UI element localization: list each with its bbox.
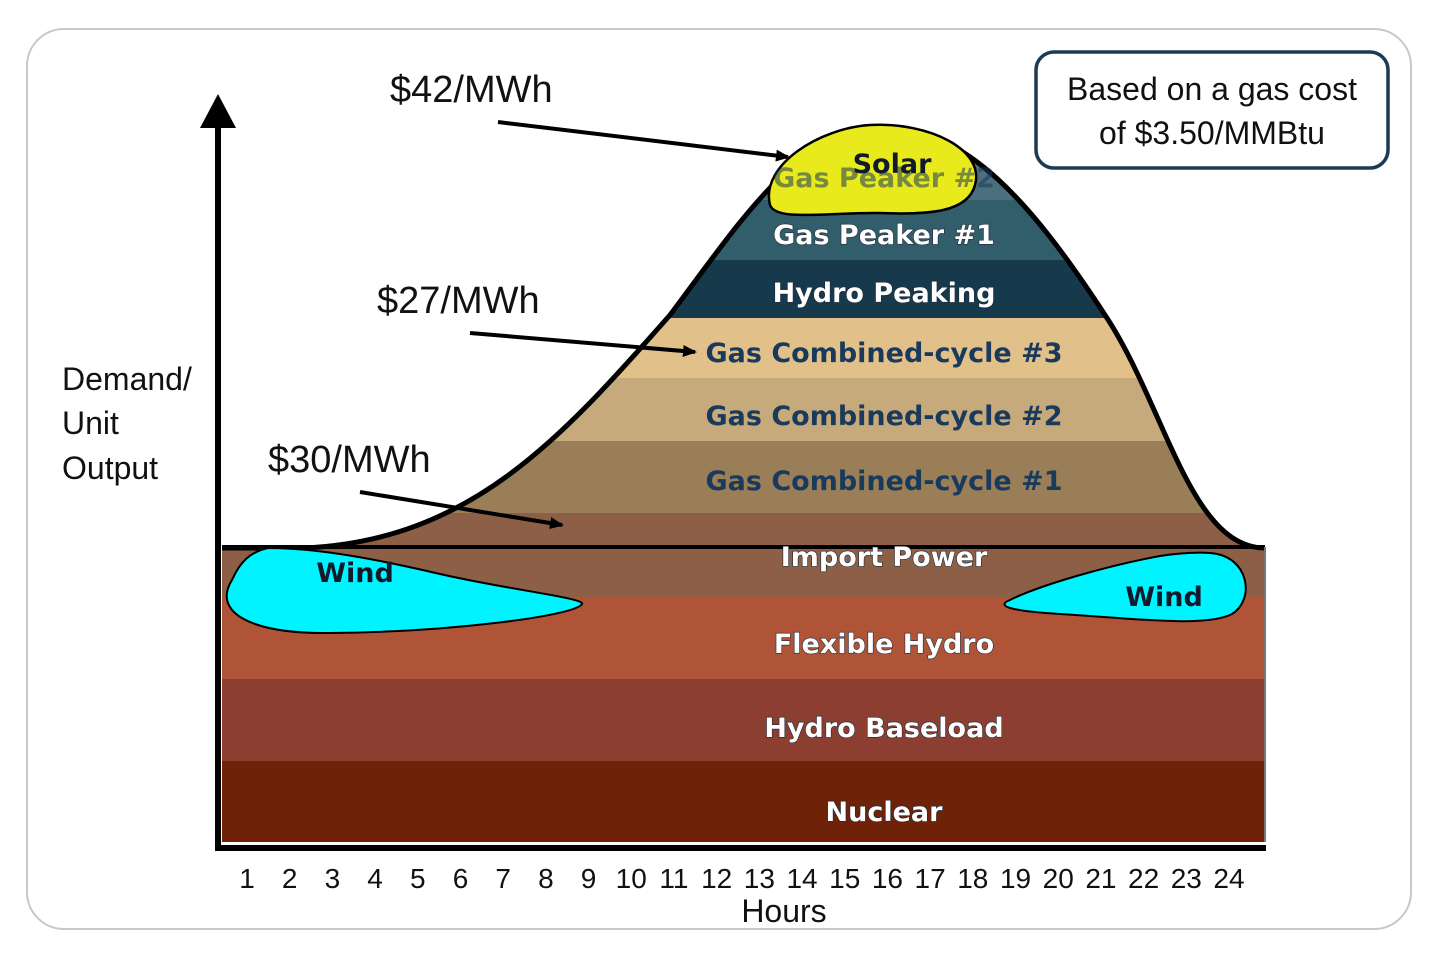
layer-label-gas-cc-1: Gas Combined-cycle #1: [706, 466, 1063, 497]
x-tick-label: 9: [581, 863, 597, 894]
x-tick-label: 17: [915, 863, 946, 894]
y-axis-title-line-3: Output: [62, 450, 158, 486]
price-arrow-peak: [497, 120, 790, 162]
x-tick-label: 4: [367, 863, 383, 894]
x-tick-label: 7: [495, 863, 511, 894]
layer-label-nuclear: Nuclear: [826, 797, 944, 828]
x-tick-label: 6: [453, 863, 469, 894]
solar-blob: [767, 123, 978, 217]
x-tick-label: 16: [872, 863, 903, 894]
x-tick-label: 8: [538, 863, 554, 894]
x-tick-label: 2: [282, 863, 298, 894]
x-tick-label: 19: [1000, 863, 1031, 894]
x-tick-label: 23: [1171, 863, 1202, 894]
x-tick-label: 10: [616, 863, 647, 894]
layer-gas-peaker-1-band: [222, 200, 1265, 260]
x-tick-label: 22: [1128, 863, 1159, 894]
layer-nuclear-band: [222, 761, 1265, 842]
layer-label-import-power: Import Power: [781, 542, 988, 573]
x-tick-label: 18: [957, 863, 988, 894]
x-tick-label: 24: [1213, 863, 1244, 894]
layer-label-hydro-baseload: Hydro Baseload: [764, 713, 1003, 744]
x-tick-label: 1: [239, 863, 255, 894]
wind-left-label: Wind: [316, 558, 394, 589]
y-axis-arrow: [200, 94, 236, 128]
note-line-2: of $3.50/MMBtu: [1099, 115, 1325, 151]
layer-label-gas-cc-3: Gas Combined-cycle #3: [706, 338, 1063, 369]
layer-label-hydro-peaking: Hydro Peaking: [773, 278, 996, 309]
layer-hydro-peaking-band: [222, 260, 1265, 318]
x-tick-label: 21: [1085, 863, 1116, 894]
x-axis-title: Hours: [741, 893, 826, 929]
y-axis-title-line-1: Demand/: [62, 361, 192, 397]
wind-right-blob: [1003, 551, 1247, 623]
wind-left-blob: [225, 546, 584, 635]
x-tick-label: 3: [325, 863, 341, 894]
x-axis-ticks: 1 2 3 4 5 6 7 8 9 10 11 12 13 14 15 16 17 18 19 20 21 22 23 24: [239, 863, 1244, 894]
price-annotation-mid: $27/MWh: [377, 280, 540, 322]
y-axis-title-line-2: Unit: [62, 405, 119, 441]
solar-label: Solar: [853, 149, 932, 180]
price-arrow-mid: [469, 331, 697, 357]
layer-label-gas-peaker-2: Gas Peaker #2: [773, 163, 995, 194]
price-arrow-low: [359, 490, 564, 529]
layer-label-flexible-hydro: Flexible Hydro: [774, 629, 994, 660]
x-tick-label: 15: [829, 863, 860, 894]
layer-label-gas-cc-2: Gas Combined-cycle #2: [706, 401, 1063, 432]
layer-hydro-baseload-band: [222, 679, 1265, 761]
x-tick-label: 11: [659, 863, 688, 894]
note-box: [1034, 50, 1390, 170]
price-annotation-peak: $42/MWh: [390, 69, 553, 111]
x-tick-label: 13: [744, 863, 775, 894]
x-tick-label: 12: [701, 863, 732, 894]
price-annotation-low: $30/MWh: [268, 439, 431, 481]
x-tick-label: 5: [410, 863, 426, 894]
x-tick-label: 14: [786, 863, 817, 894]
x-tick-label: 20: [1043, 863, 1074, 894]
wind-right-label: Wind: [1125, 582, 1203, 613]
layer-label-gas-peaker-1: Gas Peaker #1: [773, 220, 995, 251]
note-line-1: Based on a gas cost: [1067, 71, 1357, 107]
